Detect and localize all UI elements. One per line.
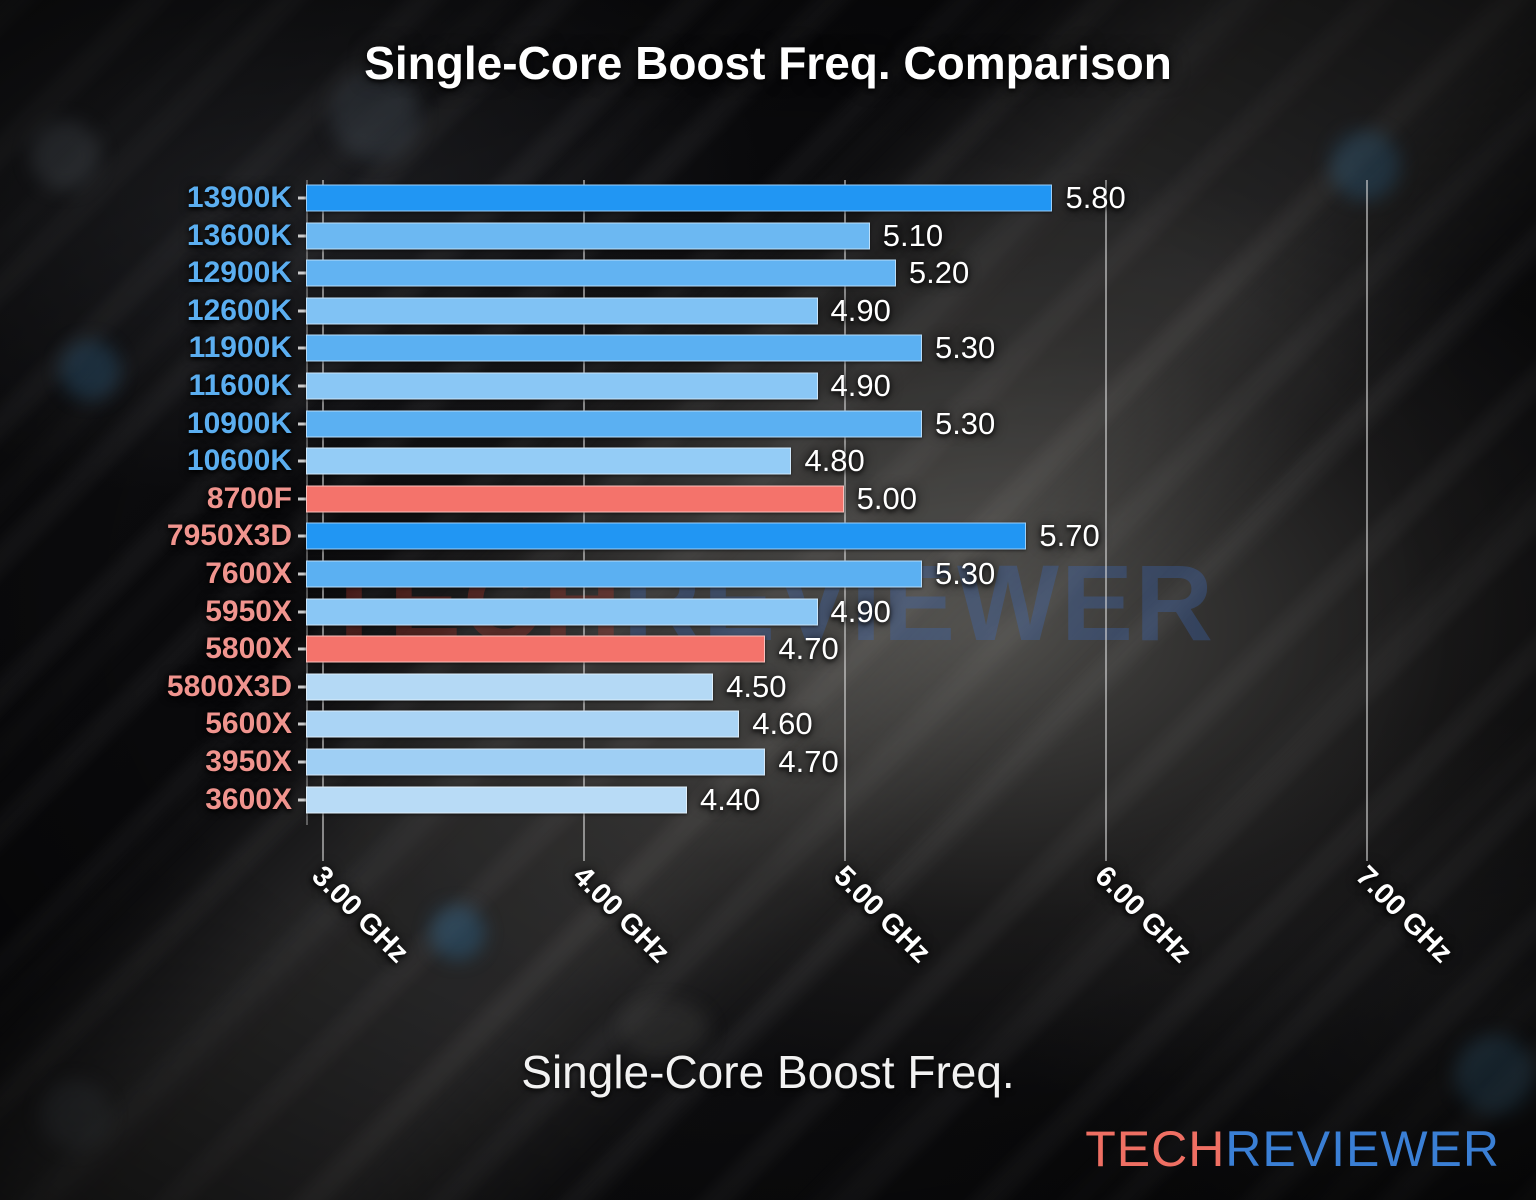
- bar-value-label: 4.80: [804, 443, 865, 479]
- bar-value-label: 4.90: [830, 368, 891, 403]
- bar-value-label: 4.50: [726, 668, 787, 704]
- bar-category-label: 3600X: [205, 782, 292, 816]
- bar-value-label: 5.30: [934, 405, 996, 441]
- bar-category-label: 13900K: [186, 181, 292, 214]
- bar[interactable]: [306, 635, 766, 663]
- bar-row[interactable]: 3950X 4.70: [0, 744, 1536, 780]
- y-axis-tick-mark: [298, 647, 307, 651]
- x-axis-tick: [1365, 825, 1368, 861]
- bar-row[interactable]: 5950X 4.90: [0, 594, 1536, 630]
- bar[interactable]: [306, 222, 870, 250]
- y-axis-tick-mark: [298, 760, 307, 764]
- bar-row[interactable]: 7950X3D 5.70: [0, 518, 1536, 554]
- bar-value-label: 5.20: [908, 255, 970, 291]
- bar-value-label: 4.40: [700, 781, 761, 817]
- bar-row[interactable]: 13600K 5.10: [0, 218, 1536, 254]
- bar-category-label: 11900K: [188, 331, 292, 365]
- y-axis-tick-mark: [298, 534, 307, 538]
- y-axis-tick-mark: [298, 309, 307, 313]
- bar[interactable]: [306, 372, 818, 400]
- bar-category-label: 5950X: [205, 594, 292, 628]
- bar-value-label: 4.90: [830, 593, 891, 629]
- y-axis-tick-mark: [298, 610, 307, 614]
- y-axis-tick-mark: [298, 459, 307, 463]
- bar[interactable]: [306, 259, 896, 287]
- gridline: [1104, 180, 1107, 825]
- x-axis-tick: [843, 825, 846, 861]
- bar-row[interactable]: 5800X 4.70: [0, 631, 1536, 667]
- x-axis-title: Single-Core Boost Freq.: [521, 1046, 1015, 1098]
- bar-category-label: 5800X3D: [166, 669, 292, 703]
- bar-value-label: 5.30: [934, 556, 996, 591]
- y-axis-tick-mark: [298, 384, 307, 388]
- bar[interactable]: [306, 748, 766, 776]
- bar-category-label: 13600K: [186, 218, 292, 252]
- x-axis-tick: [321, 825, 324, 861]
- bar-row[interactable]: 11900K 5.30: [0, 330, 1536, 366]
- y-axis-tick-mark: [298, 497, 307, 501]
- y-axis-tick-mark: [298, 234, 307, 238]
- bar-category-label: 7950X3D: [166, 519, 292, 553]
- bar[interactable]: [306, 447, 792, 475]
- bar[interactable]: [306, 598, 818, 626]
- chart-title: Single-Core Boost Freq. Comparison: [364, 37, 1172, 89]
- bar-row[interactable]: 7600X 5.30: [0, 556, 1536, 592]
- y-axis-tick-mark: [298, 422, 307, 426]
- bar-row[interactable]: 8700F 5.00: [0, 481, 1536, 517]
- y-axis-tick-mark: [298, 196, 307, 200]
- bar-value-label: 4.70: [778, 631, 839, 667]
- logo-tech-text: TECH: [1085, 1121, 1226, 1177]
- bar-value-label: 5.30: [934, 330, 996, 366]
- bar-value-label: 5.10: [882, 217, 944, 253]
- bar-row[interactable]: 12600K 4.90: [0, 293, 1536, 329]
- bar[interactable]: [306, 334, 922, 362]
- bar-category-label: 5600X: [205, 707, 292, 741]
- bar[interactable]: [306, 786, 688, 814]
- bar[interactable]: [306, 673, 714, 701]
- bar[interactable]: [306, 560, 922, 588]
- x-axis-tick: [1104, 825, 1107, 861]
- bar-row[interactable]: 10900K 5.30: [0, 406, 1536, 442]
- bar-category-label: 8700F: [206, 481, 292, 515]
- bar-category-label: 12600K: [186, 293, 292, 327]
- bar-value-label: 4.70: [778, 744, 839, 779]
- y-axis-tick-mark: [298, 572, 307, 576]
- bar-row[interactable]: 3600X 4.40: [0, 782, 1536, 818]
- bar[interactable]: [306, 184, 1053, 212]
- bar[interactable]: [306, 297, 818, 325]
- bar[interactable]: [306, 410, 922, 438]
- bar-row[interactable]: 5600X 4.60: [0, 706, 1536, 742]
- techreviewer-logo: TECHREVIEWER: [1085, 1120, 1500, 1178]
- gridline: [1365, 180, 1368, 825]
- bar-value-label: 5.80: [1065, 180, 1126, 215]
- logo-reviewer-text: REVIEWER: [1225, 1121, 1500, 1177]
- y-axis-tick-mark: [298, 722, 307, 726]
- bar-category-label: 3950X: [205, 745, 292, 778]
- bar[interactable]: [306, 522, 1027, 550]
- y-axis-tick-mark: [298, 346, 307, 350]
- bar-value-label: 5.00: [856, 480, 917, 516]
- bar-value-label: 4.90: [830, 292, 891, 328]
- bar-row[interactable]: 12900K 5.20: [0, 255, 1536, 291]
- y-axis-tick-mark: [298, 271, 307, 275]
- bar-row[interactable]: 11600K 4.90: [0, 368, 1536, 404]
- bar-chart-plot-area: 13900K 5.80 13600K 5.10 12900K 5.20 12600K 4.90…: [0, 180, 1536, 825]
- bar-category-label: 10900K: [186, 406, 292, 440]
- bar-category-label: 11600K: [188, 369, 292, 402]
- gridline: [843, 180, 846, 825]
- bar-category-label: 10600K: [186, 444, 292, 478]
- bar-row[interactable]: 5800X3D 4.50: [0, 669, 1536, 705]
- bar[interactable]: [306, 710, 740, 738]
- bar-row[interactable]: 13900K 5.80: [0, 180, 1536, 216]
- bar-value-label: 4.60: [752, 706, 813, 742]
- bar-value-label: 5.70: [1039, 518, 1100, 554]
- bar-row[interactable]: 10600K 4.80: [0, 443, 1536, 479]
- x-axis-tick: [582, 825, 585, 861]
- bar[interactable]: [306, 485, 844, 513]
- bar-category-label: 5800X: [205, 632, 292, 666]
- bar-category-label: 7600X: [205, 557, 292, 590]
- y-axis-tick-mark: [298, 685, 307, 689]
- y-axis-tick-mark: [298, 798, 307, 802]
- bar-category-label: 12900K: [186, 256, 292, 290]
